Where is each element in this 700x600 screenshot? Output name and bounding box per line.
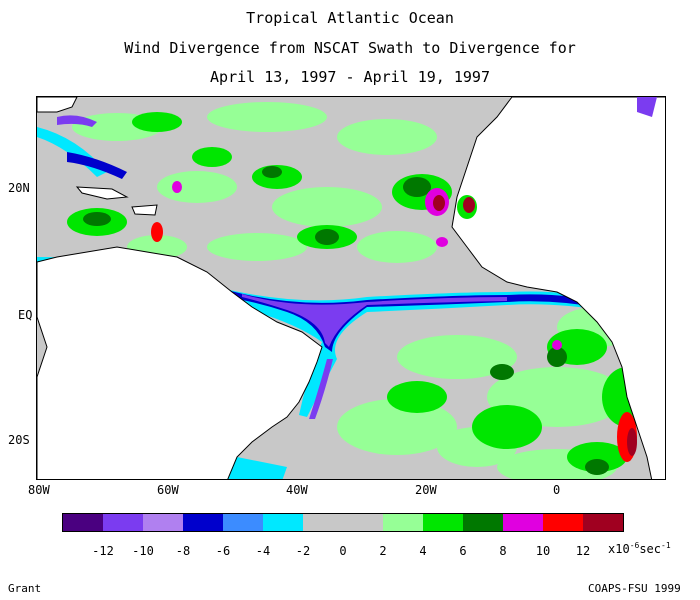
colorbar-swatch [263, 514, 303, 531]
lat-label-20s: 20S [8, 433, 30, 447]
colorbar-swatch [303, 514, 343, 531]
colorbar-tick-label: -8 [175, 544, 191, 558]
map-svg [37, 97, 665, 479]
colorbar-units: x10-6sec-1 [608, 541, 671, 556]
lon-label-40w: 40W [286, 483, 308, 497]
light-green-patches [72, 102, 637, 479]
colorbar-tick-label: -10 [132, 544, 154, 558]
colorbar-swatch [543, 514, 583, 531]
colorbar-tick-label: 4 [419, 544, 427, 558]
hispaniola-land [131, 204, 158, 216]
colorbar-swatch [63, 514, 103, 531]
colorbar-swatch [383, 514, 423, 531]
dark-green-patches [83, 166, 609, 475]
colorbar [62, 513, 624, 532]
colorbar-swatch [223, 514, 263, 531]
colorbar-tick-label: -6 [215, 544, 231, 558]
lon-label-0: 0 [553, 483, 561, 497]
colorbar-tick-label: 6 [459, 544, 467, 558]
colorbar-tick-label: -2 [295, 544, 311, 558]
cuba-land [75, 186, 129, 200]
africa-land [451, 97, 665, 479]
colorbar-tick-label: -4 [255, 544, 271, 558]
south-america-land [37, 246, 323, 479]
lat-label-20n: 20N [8, 181, 30, 195]
divergence-map [36, 96, 666, 480]
colorbar-swatch [463, 514, 503, 531]
north-america-land [37, 97, 78, 113]
colorbar-swatch [103, 514, 143, 531]
source-credit: COAPS-FSU 1999 [588, 582, 681, 595]
colorbar-swatch [183, 514, 223, 531]
colorbar-tick-label: 8 [499, 544, 507, 558]
colorbar-swatch [503, 514, 543, 531]
lon-label-60w: 60W [157, 483, 179, 497]
colorbar-swatch [143, 514, 183, 531]
colorbar-tick-label: 12 [575, 544, 591, 558]
lon-label-20w: 20W [415, 483, 437, 497]
colorbar-swatch [423, 514, 463, 531]
coastal-spots [457, 97, 657, 219]
colorbar-tick-label: 0 [339, 544, 347, 558]
colorbar-tick-label: -12 [92, 544, 114, 558]
colorbar-swatch [343, 514, 383, 531]
colorbar-tick-label: 2 [379, 544, 387, 558]
lat-label-eq: EQ [18, 308, 33, 322]
lon-label-80w: 80W [28, 483, 50, 497]
author-credit: Grant [8, 582, 42, 595]
map-subtitle: Wind Divergence from NSCAT Swath to Dive… [124, 39, 576, 57]
colorbar-tick-label: 10 [535, 544, 551, 558]
land-masses [37, 97, 665, 479]
map-title: Tropical Atlantic Ocean [246, 9, 454, 27]
colorbar-swatch [583, 514, 623, 531]
date-range: April 13, 1997 - April 19, 1997 [210, 68, 490, 86]
